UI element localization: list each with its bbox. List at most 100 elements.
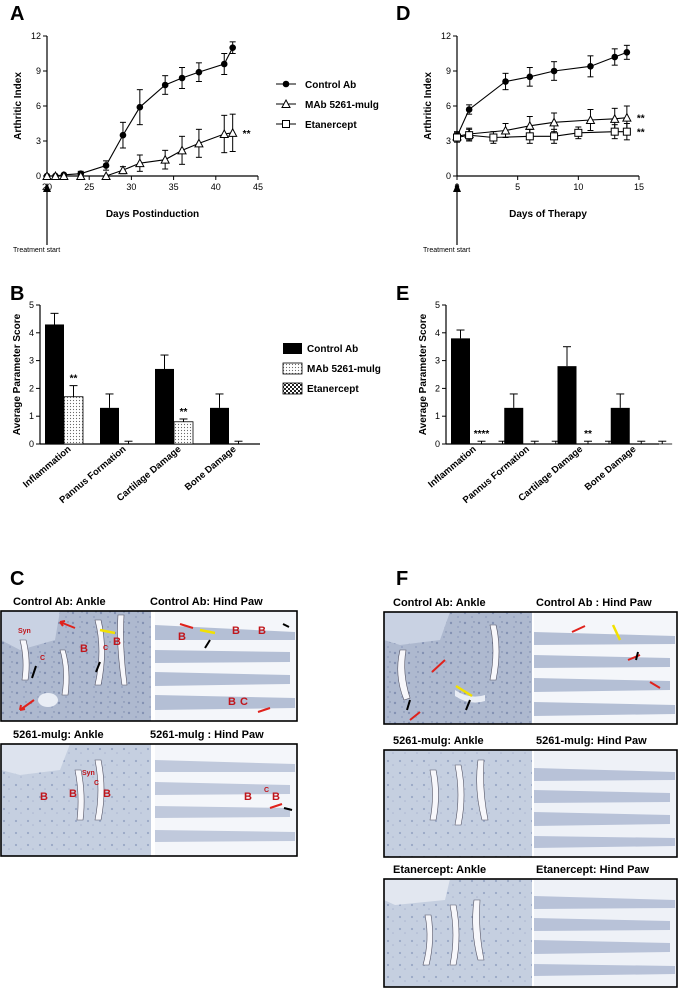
histology-image-c-control-hindpaw: B B B B C (155, 611, 297, 721)
legend-marker-triangle (276, 98, 296, 108)
bar-mab-5261-mulg (63, 396, 84, 445)
data-point-etanercept (525, 132, 534, 141)
data-point-etanercept (489, 133, 498, 142)
y-tick-label: 9 (36, 66, 41, 76)
significance-mark: **** (474, 429, 490, 440)
x-tick-label: 25 (84, 182, 94, 192)
histology-mark-bone-1: B (80, 643, 88, 655)
data-point-control-ab (161, 81, 169, 89)
bar-control-ab (155, 368, 174, 444)
caption-f-control-hindpaw: Control Ab : Hind Paw (536, 597, 652, 609)
histology-mark-bone-5: B (258, 625, 266, 637)
y-axis-title: Arthritic Index (423, 72, 434, 140)
histology-image-f-mab-hindpaw (534, 750, 677, 857)
data-point-control-ab (526, 73, 534, 81)
panel-label-d: D (396, 3, 410, 25)
x-tick-label: 30 (126, 182, 136, 192)
histology-image-f-etanercept-hindpaw (534, 879, 677, 987)
significance-mark: ** (180, 407, 188, 418)
panel-label-f: F (396, 568, 408, 590)
caption-f-etanercept-ankle: Etanercept: Ankle (393, 864, 486, 876)
caption-f-mab-ankle: 5261-mulg: Ankle (393, 735, 484, 747)
data-point-mab-5261-mulg (194, 138, 204, 148)
histology-mark-cartilage-4: C (94, 780, 99, 787)
histology-frame-f-bottom (383, 878, 678, 988)
data-point-control-ab (502, 78, 509, 85)
data-point-mab-5261-mulg (549, 117, 559, 127)
data-point-mab-5261-mulg (500, 125, 511, 135)
data-point-mab-5261-mulg (609, 113, 620, 123)
x-tick-label: 35 (169, 182, 179, 192)
line-legend: Control Ab MAb 5261-mulg Etanercept (276, 80, 379, 131)
caption-f-control-ankle: Control Ab: Ankle (393, 597, 486, 609)
data-point-mab-5261-mulg (101, 170, 111, 180)
data-point-mab-5261-mulg (50, 170, 61, 180)
data-point-etanercept (465, 131, 474, 140)
bar-control-ab (504, 407, 524, 444)
chart-a: 202530354045036912Days PostinductionArth… (13, 31, 263, 220)
caption-f-etanercept-hindpaw: Etanercept: Hind Paw (536, 864, 650, 876)
caption-c-mab-ankle: 5261-mulg: Ankle (13, 729, 104, 741)
legend-marker-circle (276, 80, 296, 88)
data-point-etanercept (610, 127, 619, 136)
data-point-control-ab (220, 60, 228, 68)
y-tick-label: 0 (435, 439, 440, 449)
histology-mark-bone-11: B (272, 791, 280, 803)
data-point-mab-5261-mulg (177, 145, 187, 155)
y-tick-label: 3 (435, 356, 440, 366)
histology-mark-cartilage-2: C (40, 655, 45, 662)
histology-frame-c-top (0, 610, 298, 722)
y-tick-label: 4 (29, 328, 34, 338)
legend-bar-label-mab: MAb 5261-mulg (307, 364, 381, 375)
treatment-start-label-a: Treatment start (13, 247, 60, 254)
data-point-mab-5261-mulg (219, 128, 230, 138)
histology-image-f-etanercept-ankle (384, 879, 532, 987)
histology-frame-c-bottom (0, 743, 298, 857)
histology-mark-bone-2: B (113, 636, 121, 648)
x-tick-label: 5 (515, 182, 520, 192)
y-tick-label: 12 (441, 31, 451, 41)
y-tick-label: 12 (31, 31, 41, 41)
data-point-mab-5261-mulg (75, 170, 86, 180)
y-tick-label: 5 (435, 300, 440, 310)
histology-frame-f-middle (383, 749, 678, 858)
legend-swatch-control (283, 343, 302, 354)
histology-mark-bone-3: B (178, 631, 186, 643)
bar-control-ab (100, 407, 119, 444)
histology-image-f-control-hindpaw (534, 612, 677, 724)
data-point-control-ab (550, 67, 558, 75)
y-axis-title: Average Parameter Score (418, 313, 429, 435)
y-tick-label: 1 (29, 411, 34, 421)
y-tick-label: 1 (435, 411, 440, 421)
data-point-control-ab (623, 49, 631, 56)
legend-marker-square (276, 120, 296, 128)
histology-mark-syn: Syn (18, 628, 31, 635)
bar-legend: Control Ab MAb 5261-mulg Etanercept (282, 343, 381, 395)
y-tick-label: 4 (435, 328, 440, 338)
histology-mark-bone-4: B (232, 625, 240, 637)
caption-c-control-hindpaw: Control Ab: Hind Paw (150, 596, 263, 608)
bar-mab-5261-mulg (173, 421, 194, 445)
data-point-control-ab (587, 63, 594, 70)
x-axis-title: Days Postinduction (106, 209, 199, 220)
data-point-control-ab (229, 44, 236, 51)
histology-mark-bone-7: B (40, 791, 48, 803)
y-tick-label: 6 (446, 101, 451, 111)
bar-control-ab (557, 366, 577, 444)
y-tick-label: 2 (29, 383, 34, 393)
significance-mark: ** (637, 114, 645, 125)
data-point-mab-5261-mulg (160, 154, 170, 164)
data-point-control-ab (102, 162, 110, 169)
data-point-control-ab (178, 74, 186, 82)
bar-control-ab (210, 407, 229, 444)
x-tick-label: 40 (211, 182, 221, 192)
y-axis-title: Average Parameter Score (12, 313, 23, 435)
y-tick-label: 0 (446, 171, 451, 181)
y-tick-label: 2 (435, 383, 440, 393)
series-line-control-ab (456, 51, 628, 137)
significance-mark: ** (243, 129, 251, 140)
panel-label-b: B (10, 283, 24, 305)
legend-label-etanercept: Etanercept (305, 120, 357, 131)
x-tick-label: Inflammation (21, 444, 74, 491)
